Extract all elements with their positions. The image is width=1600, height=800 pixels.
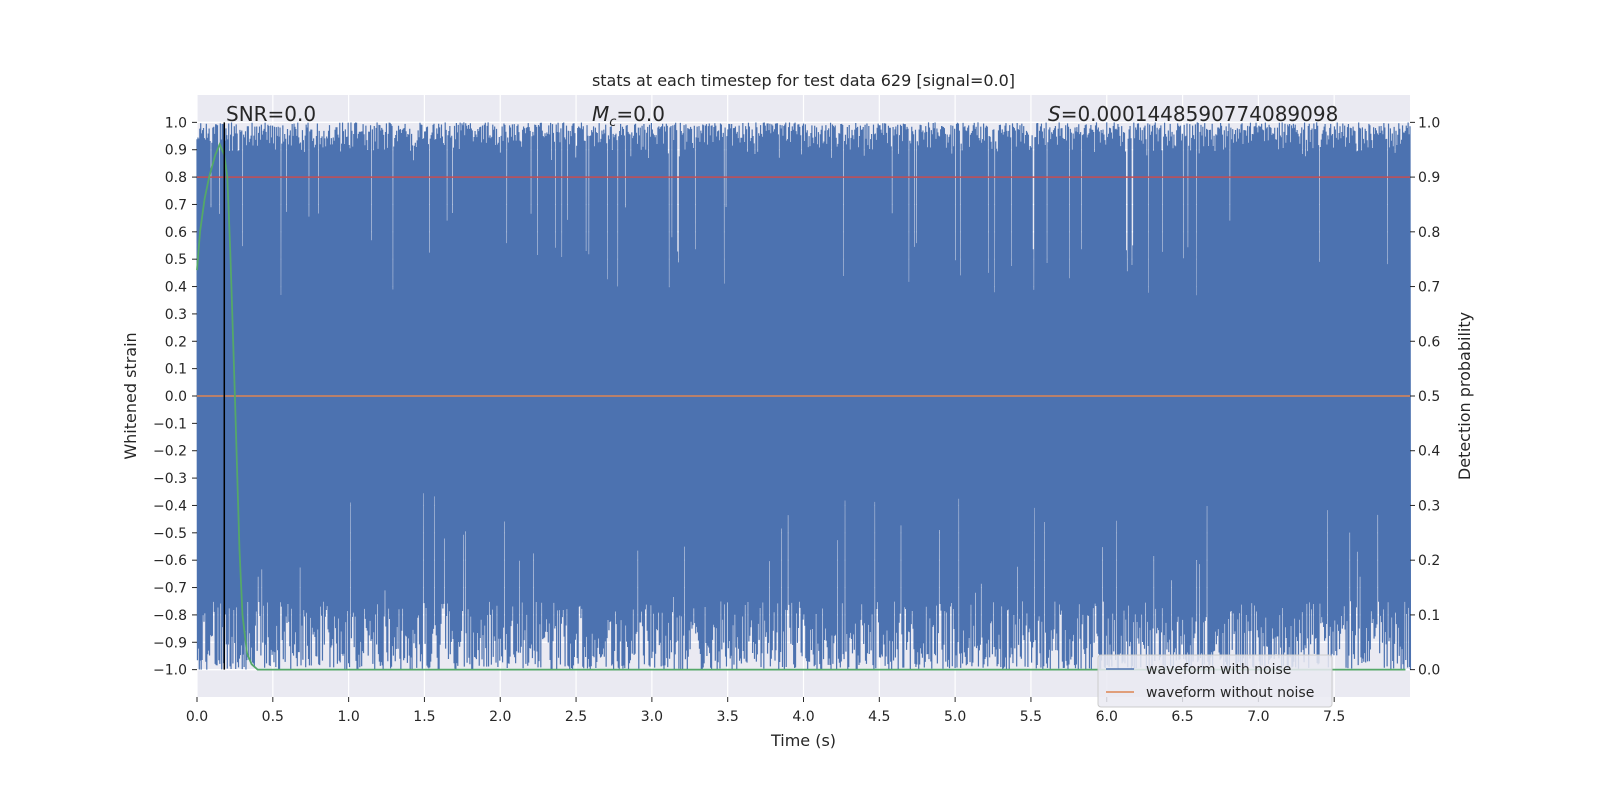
legend-label-waveform-without-noise: waveform without noise (1146, 685, 1314, 701)
y-right-tick-label: 0.7 (1418, 280, 1440, 296)
y-left-tick-label: 0.0 (165, 389, 187, 405)
y-left-tick-label: 0.6 (165, 225, 187, 241)
y-left-tick-label: −0.7 (153, 581, 187, 597)
x-tick-label: 1.0 (337, 709, 359, 725)
y-left-tick-label: −0.5 (153, 526, 187, 542)
x-tick-label: 4.0 (792, 709, 814, 725)
y-left-tick-label: 0.7 (165, 197, 187, 213)
y-right-tick-label: 0.0 (1418, 663, 1440, 679)
y-left-tick-label: 0.9 (165, 143, 187, 159)
y-left-tick-label: −0.1 (153, 416, 187, 432)
y-left-tick-label: 1.0 (165, 115, 187, 131)
y-left-tick-label: −0.9 (153, 635, 187, 651)
y-axis-right-label: Detection probability (1455, 312, 1474, 480)
y-right-tick-label: 0.4 (1418, 444, 1440, 460)
x-tick-label: 3.0 (641, 709, 663, 725)
y-left-tick-label: −0.6 (153, 553, 187, 569)
y-left-tick-label: −0.2 (153, 444, 187, 460)
y-left-tick-label: −0.3 (153, 471, 187, 487)
x-tick-label: 6.0 (1096, 709, 1118, 725)
x-tick-label: 7.0 (1247, 709, 1269, 725)
y-right-tick-label: 0.3 (1418, 498, 1440, 514)
series-waveform-with-noise (196, 122, 1412, 670)
x-tick-label: 2.0 (489, 709, 511, 725)
x-tick-label: 5.5 (1020, 709, 1042, 725)
y-left-tick-label: 0.3 (165, 307, 187, 323)
chirp-mass-subscript: c (609, 115, 616, 130)
x-tick-label: 6.5 (1171, 709, 1193, 725)
legend-box (1097, 654, 1333, 708)
y-left-tick-label: 0.4 (165, 280, 187, 296)
y-right-tick-label: 0.5 (1418, 389, 1440, 405)
x-tick-label: 4.5 (868, 709, 890, 725)
series-detection-probability (196, 141, 1406, 671)
y-right-tick-label: 0.6 (1418, 334, 1440, 350)
x-tick-label: 3.5 (717, 709, 739, 725)
y-right-tick-label: 0.9 (1418, 170, 1440, 186)
chirp-mass-symbol: M (592, 102, 609, 126)
x-tick-label: 0.5 (262, 709, 284, 725)
y-left-tick-label: −0.8 (153, 608, 187, 624)
y-left-tick-label: 0.2 (165, 334, 187, 350)
y-left-tick-label: 0.8 (165, 170, 187, 186)
x-tick-label: 5.0 (944, 709, 966, 725)
x-tick-label: 0.0 (186, 709, 208, 725)
y-left-tick-label: 0.1 (165, 362, 187, 378)
y-right-tick-label: 1.0 (1418, 115, 1440, 131)
snr-annotation: SNR=0.0 (226, 102, 316, 126)
x-tick-label: 1.5 (413, 709, 435, 725)
y-axis-left-label: Whitened strain (121, 332, 140, 459)
legend: waveform with noise waveform without noi… (1097, 654, 1333, 708)
y-right-tick-label: 0.8 (1418, 225, 1440, 241)
y-left-tick-label: −1.0 (153, 663, 187, 679)
y-left-tick-label: −0.4 (153, 498, 187, 514)
x-tick-label: 7.5 (1323, 709, 1345, 725)
y-right-tick-label: 0.2 (1418, 553, 1440, 569)
legend-label-waveform-with-noise: waveform with noise (1146, 662, 1291, 678)
x-tick-label: 2.5 (565, 709, 587, 725)
s-statistic-symbol: S (1048, 102, 1061, 126)
chirp-mass-value: =0.0 (616, 102, 665, 126)
y-right-tick-label: 0.1 (1418, 608, 1440, 624)
chirp-mass-annotation: Mc=0.0 (592, 102, 665, 130)
y-left-tick-label: 0.5 (165, 252, 187, 268)
s-statistic-annotation: S=0.0001448590774089098 (1048, 102, 1338, 126)
chart-title: stats at each timestep for test data 629… (592, 71, 1015, 90)
s-statistic-value: =0.0001448590774089098 (1061, 102, 1339, 126)
x-axis-label: Time (s) (770, 731, 836, 750)
